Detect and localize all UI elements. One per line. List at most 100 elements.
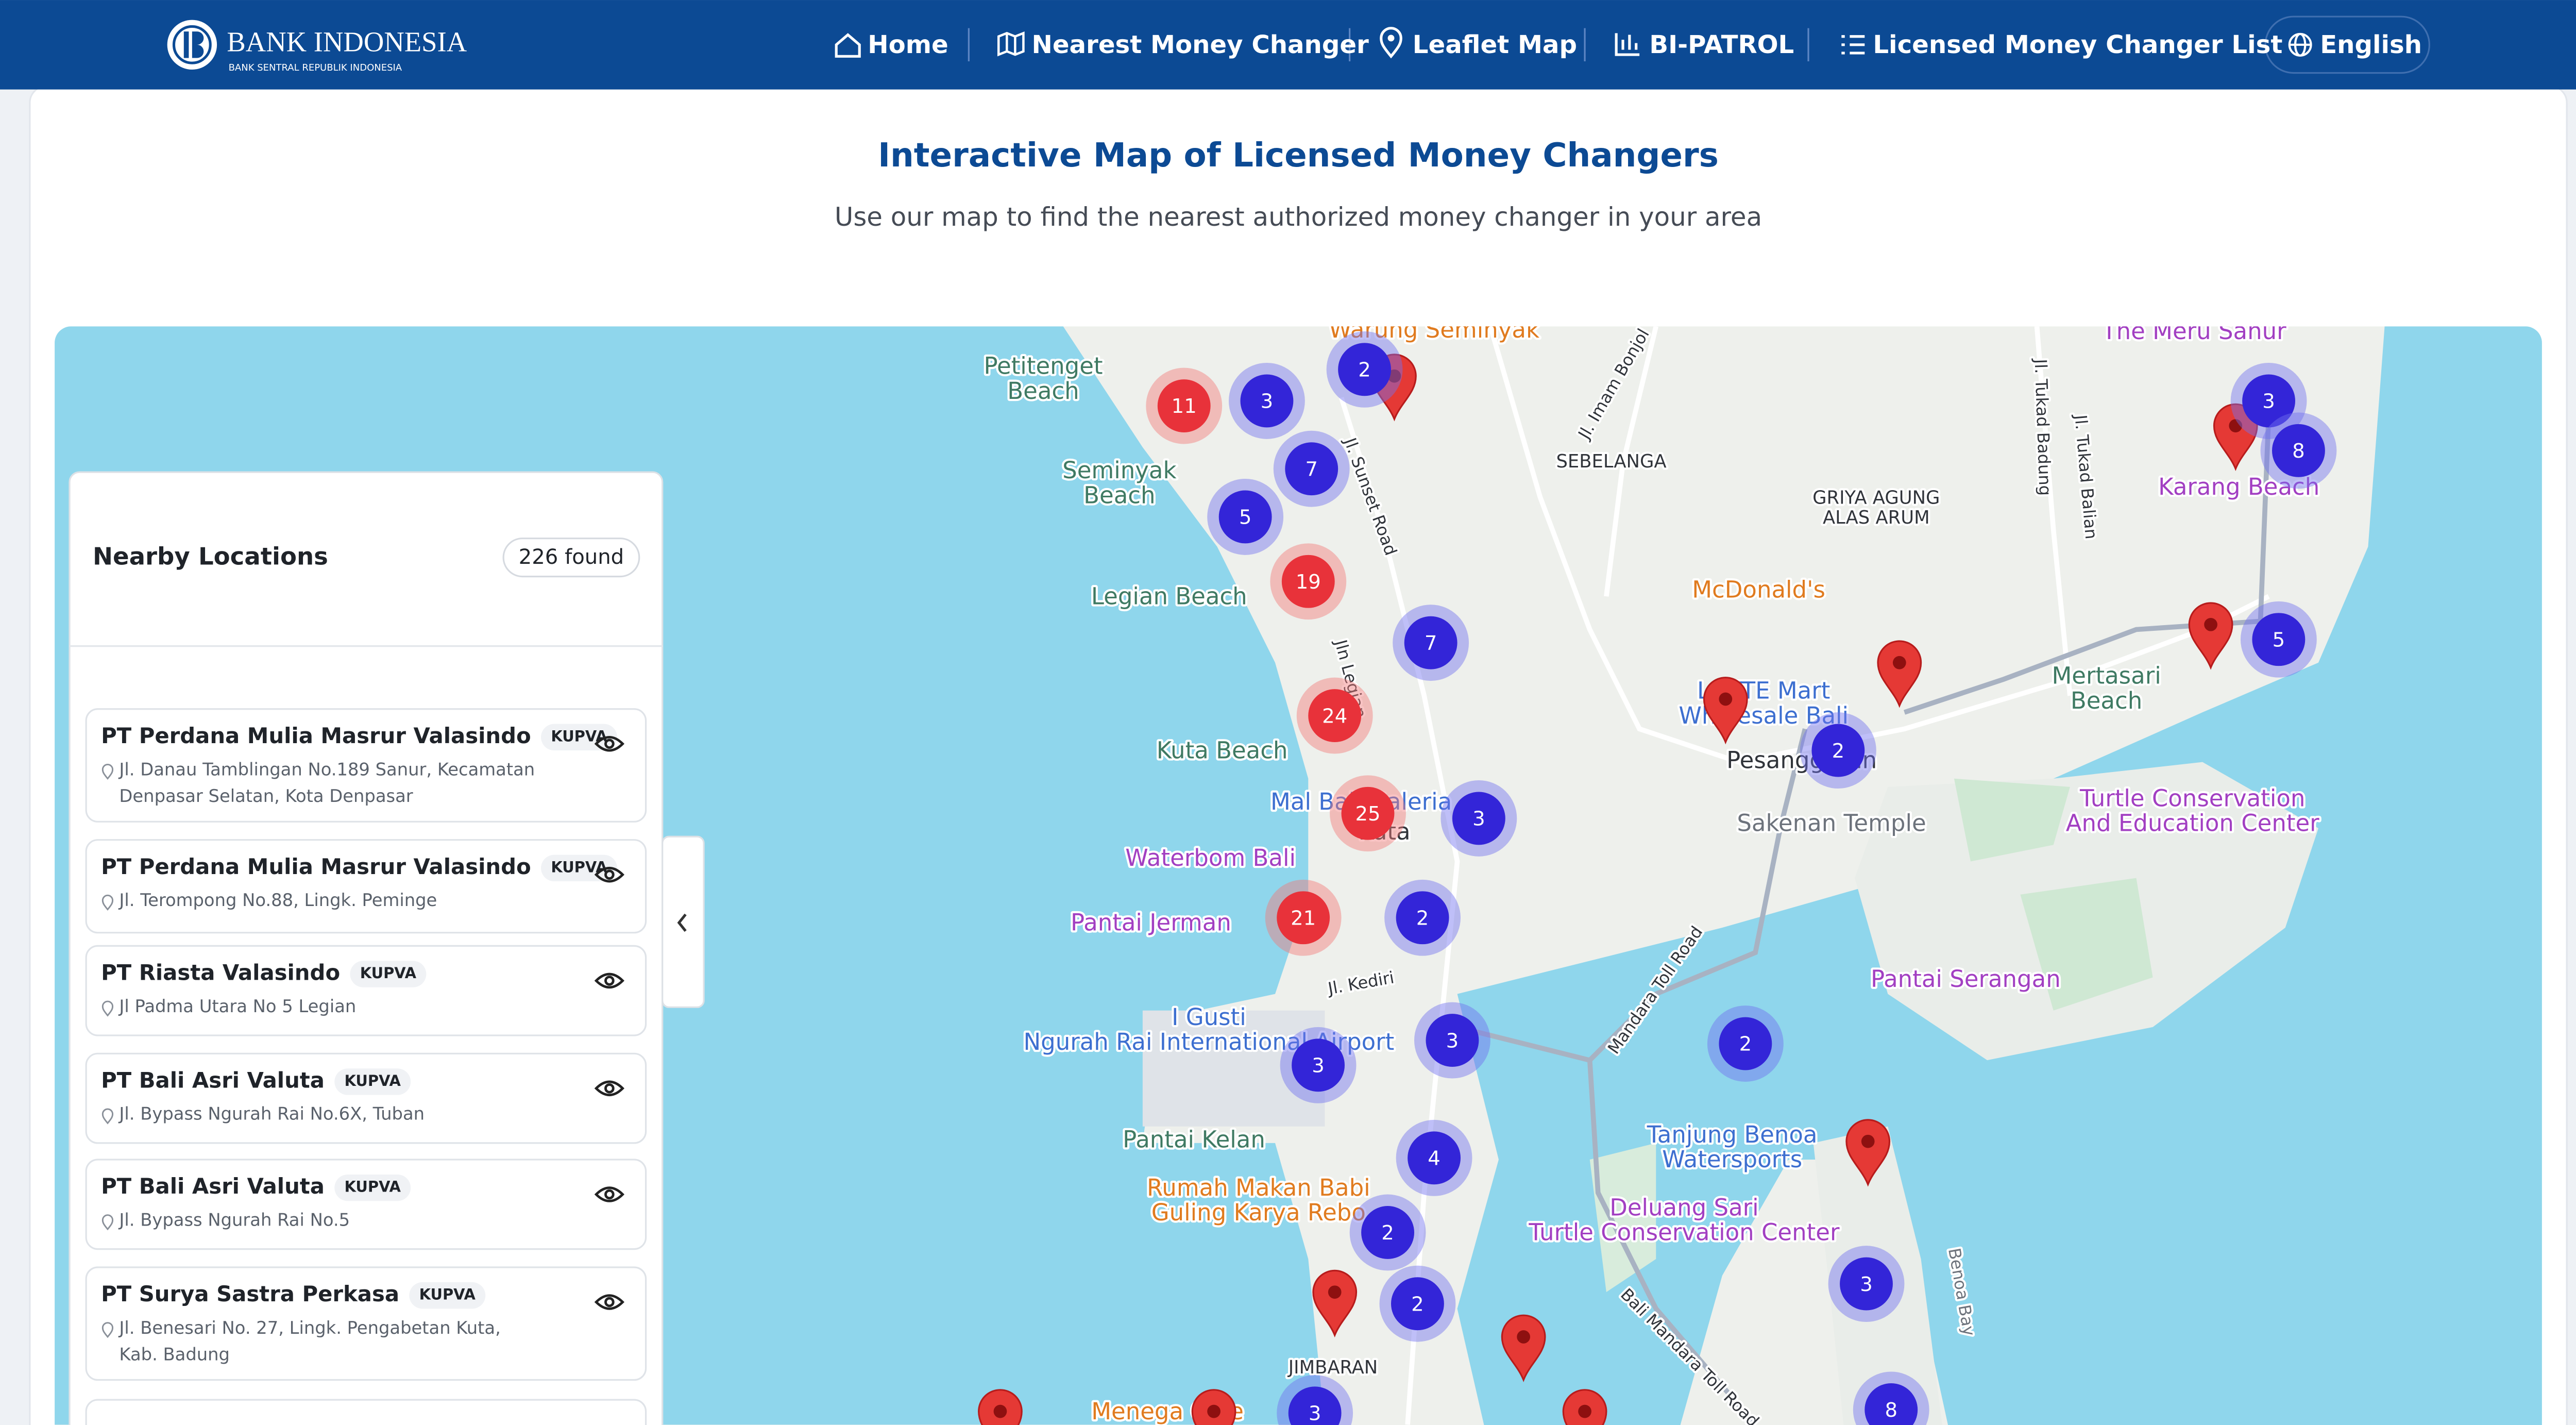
cluster-core [1840, 1257, 1893, 1311]
sidebar: Nearby Locations 226 found PT Perdana Mu… [69, 471, 705, 1425]
cluster[interactable]: 25 [1330, 775, 1406, 852]
sidebar-title: Nearby Locations [93, 543, 328, 571]
map-label: SEBELANGA [1556, 451, 1666, 472]
cluster[interactable]: 4 [1396, 1119, 1472, 1196]
location-pin[interactable] [2213, 403, 2258, 471]
cluster[interactable]: 3 [1440, 780, 1517, 857]
address-icon [101, 763, 114, 780]
logo[interactable] [167, 20, 217, 70]
map-label: Pantai Kelan [1123, 1126, 1265, 1153]
cluster[interactable]: 3 [2230, 362, 2307, 439]
brand-sub: BANK SENTRAL REPUBLIK INDONESIA [229, 62, 402, 73]
pin-icon [1380, 27, 1402, 59]
cluster[interactable]: 8 [1853, 1371, 1929, 1425]
location-list: PT Perdana Mulia Masrur Valasindo KUPVAJl… [85, 708, 647, 1425]
location-pin[interactable] [1703, 677, 1748, 745]
item-name: PT Bali Asri Valuta [101, 1173, 325, 1199]
cluster[interactable]: 3 [1414, 1002, 1490, 1079]
item-card [85, 1159, 647, 1250]
map-label: Pantai Serangan [1871, 965, 2061, 993]
item-address: Jl. Bypass Ngurah Rai No.5 [118, 1210, 350, 1230]
pin-dot [1892, 656, 1906, 669]
sidebar-toggle[interactable] [662, 835, 705, 1008]
cluster[interactable]: 5 [1207, 478, 1284, 555]
location-pin[interactable] [1312, 1269, 1358, 1338]
cluster[interactable]: 21 [1265, 879, 1342, 956]
map-label: Legian Beach [1091, 582, 1247, 610]
view-icon[interactable] [594, 1186, 624, 1202]
view-icon[interactable] [594, 867, 624, 883]
cluster-core [1426, 1014, 1479, 1067]
cluster[interactable]: 11 [1146, 367, 1223, 444]
item-card-partial [85, 1399, 647, 1425]
map-label: Kuta Beach [1157, 736, 1288, 764]
location-item[interactable]: PT Bali Asri Valuta KUPVA Jl. Bypass Ngura… [85, 1052, 647, 1144]
cluster[interactable]: 2 [1800, 712, 1876, 789]
location-item[interactable]: PT Bali Asri Valuta KUPVA Jl. Bypass Ngura… [85, 1159, 647, 1250]
nav-link[interactable]: Home [868, 30, 948, 59]
nav-link[interactable]: Leaflet Map [1413, 30, 1577, 59]
cluster-count: 2 [1832, 740, 1845, 763]
item-badge: KUPVA [419, 1286, 476, 1303]
cluster-count: 4 [1428, 1147, 1440, 1170]
cluster-core [1408, 1131, 1461, 1185]
cluster[interactable]: 2 [1707, 1005, 1784, 1082]
nav-link[interactable]: BI-PATROL [1649, 30, 1794, 59]
page-title: Interactive Map of Licensed Money Change… [878, 136, 1719, 175]
cluster[interactable]: 2 [1379, 1265, 1456, 1342]
view-icon[interactable] [594, 1294, 624, 1310]
cluster-core [1865, 1383, 1918, 1425]
view-icon[interactable] [594, 736, 624, 752]
toggle-chevron [677, 913, 687, 932]
cluster[interactable]: 24 [1296, 677, 1373, 754]
cluster-count: 3 [1261, 390, 1274, 413]
cluster-core [1452, 792, 1505, 845]
location-pin[interactable] [978, 1389, 1023, 1425]
cluster[interactable]: 2 [1384, 879, 1461, 956]
cluster-core [1811, 724, 1865, 777]
item-badge: KUPVA [345, 1072, 401, 1089]
pin-dot [1517, 1330, 1530, 1344]
item-name: PT Surya Sastra Perkasa [101, 1281, 399, 1306]
view-icon[interactable] [594, 1080, 624, 1096]
location-item[interactable]: PT Perdana Mulia Masrur Valasindo KUPVAJl… [85, 708, 647, 823]
cluster[interactable]: 8 [2260, 412, 2337, 489]
item-card [85, 708, 647, 823]
language-pill[interactable] [2264, 15, 2430, 74]
location-item[interactable]: PT Surya Sastra Perkasa KUPVA Jl. Benesari… [85, 1266, 647, 1381]
result-count: 226 found [519, 545, 624, 569]
item-card [85, 945, 647, 1036]
brand: BANK INDONESIA [227, 26, 467, 57]
header-bg [0, 0, 2576, 90]
cluster-core [1719, 1017, 1772, 1070]
cluster[interactable]: 3 [1280, 1027, 1357, 1103]
cluster[interactable]: 2 [1326, 331, 1403, 408]
language[interactable]: English [2320, 30, 2422, 59]
cluster-count: 3 [2262, 390, 2275, 413]
cluster[interactable]: 3 [1229, 362, 1305, 439]
location-pin[interactable] [1562, 1389, 1607, 1425]
location-item[interactable]: PT Perdana Mulia Masrur Valasindo KUPVAJl… [85, 839, 647, 934]
nav-link[interactable]: Nearest Money Changer [1032, 30, 1369, 59]
count-pill [502, 538, 640, 578]
cluster[interactable]: 3 [1828, 1246, 1905, 1322]
parks [1954, 778, 2153, 1011]
cluster[interactable]: 3 [1277, 1374, 1353, 1425]
location-pin[interactable] [1501, 1314, 1546, 1382]
cluster[interactable]: 5 [2240, 601, 2317, 678]
cluster[interactable]: 7 [1393, 605, 1469, 681]
roads [1338, 326, 2270, 1425]
location-pin[interactable] [1845, 1119, 1891, 1187]
cluster[interactable]: 2 [1349, 1194, 1426, 1271]
cluster-core [2272, 424, 2325, 477]
location-pin[interactable] [2188, 602, 2233, 670]
cluster[interactable]: 7 [1273, 430, 1350, 507]
location-pin[interactable] [1877, 640, 1922, 708]
cluster-core [1338, 343, 1391, 396]
cluster[interactable]: 19 [1270, 543, 1347, 620]
location-pin[interactable] [1191, 1389, 1236, 1425]
view-icon[interactable] [594, 973, 624, 989]
nav-link[interactable]: Licensed Money Changer List [1873, 30, 2282, 59]
